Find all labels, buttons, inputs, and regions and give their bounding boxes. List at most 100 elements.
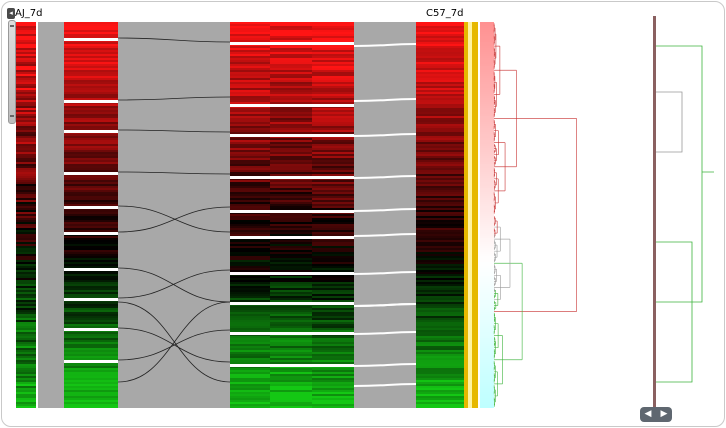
heatmap-block-aj	[64, 80, 118, 82]
heatmap-block-center	[312, 356, 354, 358]
heatmap-block-c57	[416, 360, 464, 362]
heatmap-block-center	[230, 92, 270, 94]
faded-heat-strip	[480, 118, 494, 120]
heatmap-block-c57	[416, 224, 464, 226]
cluster-separator	[64, 206, 118, 209]
heatmap-block-center	[312, 288, 354, 290]
heatmap-block-c57	[416, 178, 464, 180]
faded-heat-strip	[480, 226, 494, 228]
heatmap-column-aj	[16, 194, 36, 196]
heatmap-column-aj	[16, 240, 36, 242]
heatmap-block-center	[312, 380, 354, 382]
arrow-left-icon[interactable]: ◀	[644, 409, 652, 419]
heatmap-block-center	[230, 170, 270, 172]
heatmap-block-c57	[416, 264, 464, 266]
heatmap-block-center	[230, 322, 270, 324]
heatmap-block-center	[230, 360, 270, 362]
faded-heat-strip	[480, 216, 494, 218]
heatmap-block-center	[270, 352, 312, 354]
heatmap-block-center	[230, 326, 270, 328]
heatmap-block-c57	[416, 190, 464, 192]
heatmap-block-center	[230, 220, 270, 222]
heatmap-column-aj	[16, 46, 36, 48]
faded-heat-strip	[480, 126, 494, 128]
heatmap-block-center	[312, 266, 354, 268]
heatmap-block-c57	[416, 268, 464, 270]
heatmap-block-aj	[64, 126, 118, 128]
heatmap-block-center	[230, 406, 270, 408]
heatmap-block-aj	[64, 304, 118, 306]
heatmap-block-center	[270, 290, 312, 292]
heatmap-block-c57	[416, 100, 464, 102]
heatmap-block-center	[312, 68, 354, 70]
heatmap-block-center	[312, 204, 354, 206]
arrow-right-icon[interactable]: ▶	[660, 409, 668, 419]
heatmap-block-center	[230, 98, 270, 100]
heatmap-block-aj	[64, 212, 118, 214]
heatmap-block-aj	[64, 290, 118, 292]
heatmap-block-aj	[64, 280, 118, 282]
horizontal-scroll-control[interactable]: ◀ ▶	[640, 407, 672, 422]
heatmap-column-aj	[16, 284, 36, 286]
faded-heat-strip	[480, 232, 494, 234]
heatmap-block-center	[270, 164, 312, 166]
heatmap-block-center	[230, 328, 270, 330]
heatmap-column-aj	[16, 128, 36, 130]
faded-heat-strip	[480, 178, 494, 180]
heatmap-block-center	[230, 286, 270, 288]
heatmap-block-center	[312, 24, 354, 26]
heatmap-column-aj	[16, 316, 36, 318]
heatmap-block-aj	[64, 46, 118, 48]
faded-heat-strip	[480, 358, 494, 360]
heatmap-column-aj	[16, 26, 36, 28]
faded-heat-strip	[480, 184, 494, 186]
heatmap-block-center	[230, 152, 270, 154]
faded-heat-strip	[480, 194, 494, 196]
heatmap-block-c57	[416, 164, 464, 166]
heatmap-block-center	[270, 74, 312, 76]
heatmap-block-center	[230, 166, 270, 168]
heatmap-column-aj	[16, 72, 36, 74]
heatmap-column-aj	[16, 104, 36, 106]
heatmap-block-c57	[416, 246, 464, 248]
faded-heat-strip	[480, 74, 494, 76]
heatmap-block-center	[230, 348, 270, 350]
faded-heat-strip	[480, 144, 494, 146]
heatmap-block-center	[230, 276, 270, 278]
faded-heat-strip	[480, 254, 494, 256]
heatmap-block-center	[312, 348, 354, 350]
heatmap-block-center	[230, 378, 270, 380]
heatmap-column-aj	[16, 94, 36, 96]
heatmap-column-aj	[16, 266, 36, 268]
heatmap-block-center	[270, 312, 312, 314]
heatmap-block-c57	[416, 170, 464, 172]
heatmap-block-center	[312, 208, 354, 210]
faded-heat-strip	[480, 54, 494, 56]
vertical-scrollbar[interactable]	[8, 20, 16, 124]
heatmap-block-c57	[416, 194, 464, 196]
collapse-left-button[interactable]: ◂	[7, 8, 15, 19]
faded-heat-strip	[480, 236, 494, 238]
heatmap-column-aj	[16, 170, 36, 172]
heatmap-block-center	[230, 384, 270, 386]
faded-heat-strip	[480, 346, 494, 348]
heatmap-block-center	[312, 38, 354, 40]
heatmap-block-aj	[64, 286, 118, 288]
heatmap-block-aj	[64, 368, 118, 370]
faded-heat-strip	[480, 354, 494, 356]
heatmap-block-aj	[64, 182, 118, 184]
heatmap-block-c57	[416, 324, 464, 326]
heatmap-block-aj	[64, 238, 118, 240]
heatmap-block-center	[230, 368, 270, 370]
faded-heat-strip	[480, 356, 494, 358]
dendrogram-branch	[494, 118, 577, 312]
faded-heat-strip	[480, 166, 494, 168]
faded-heat-strip	[480, 348, 494, 350]
heatmap-column-aj	[16, 272, 36, 274]
faded-heat-strip	[480, 92, 494, 94]
heatmap-column-aj	[16, 320, 36, 322]
heatmap-column-aj	[16, 62, 36, 64]
heatmap-block-center	[312, 84, 354, 86]
heatmap-block-center	[312, 138, 354, 140]
heatmap-block-c57	[416, 66, 464, 68]
